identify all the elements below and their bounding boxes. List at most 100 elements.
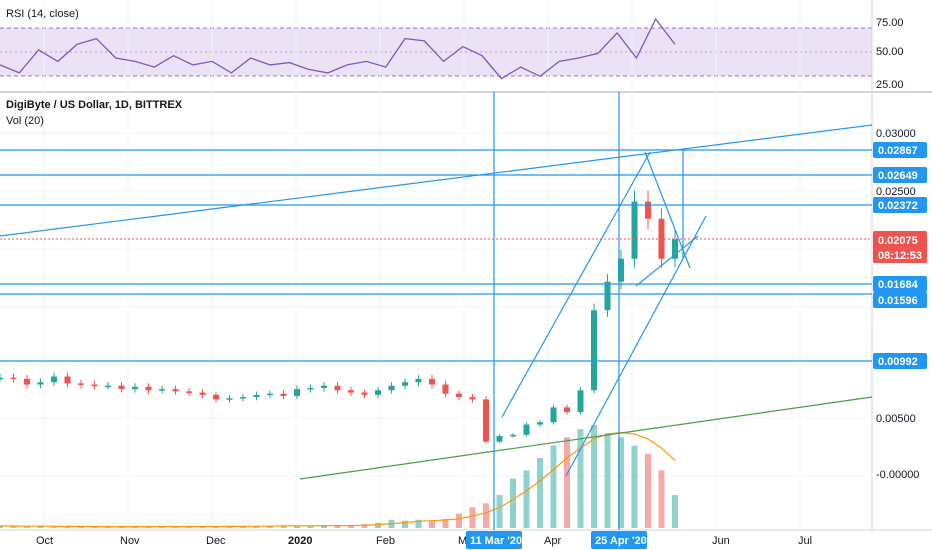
- last-price-tag-bg: [873, 231, 927, 263]
- volume-bar: [483, 503, 489, 528]
- channel-upper-line[interactable]: [501, 151, 651, 418]
- candle-body: [388, 385, 395, 391]
- candle-body: [537, 422, 543, 425]
- volume-bar: [523, 470, 530, 528]
- volume-bar: [361, 523, 368, 528]
- volume-bar: [591, 425, 597, 528]
- candle-body: [645, 201, 651, 219]
- last-price-tag: 0.02075: [878, 235, 918, 247]
- candle-body: [510, 434, 516, 437]
- level-tag-bg: [873, 197, 927, 213]
- main-title: DigiByte / US Dollar, 1D, BITTREX: [6, 99, 183, 111]
- candle-body: [186, 391, 192, 393]
- volume-bar: [321, 525, 327, 528]
- candle-body: [429, 378, 435, 385]
- x-tick: Oct: [36, 535, 53, 547]
- level-tag: 0.00992: [878, 356, 918, 368]
- volume-bar: [645, 453, 651, 528]
- volume-title: Vol (20): [6, 115, 44, 127]
- candle-body: [402, 382, 408, 386]
- x-tick: M: [458, 535, 467, 547]
- volume-bar: [564, 437, 570, 528]
- candle-body: [564, 407, 570, 412]
- candle-body: [375, 390, 381, 395]
- volume-bar: [280, 525, 287, 528]
- volume-bar: [24, 526, 30, 528]
- volume-ma-line: [0, 431, 676, 528]
- candle-body: [307, 387, 314, 390]
- volume-bar: [402, 520, 408, 528]
- level-tag: 0.02372: [878, 200, 918, 212]
- x-tick: 2020: [288, 535, 312, 547]
- candle-body: [591, 310, 597, 391]
- channel-lower-line[interactable]: [565, 215, 707, 477]
- volume-bar: [658, 470, 665, 528]
- grid: [0, 0, 872, 530]
- candle-body: [118, 385, 125, 390]
- level-tag: 0.02649: [878, 170, 918, 182]
- candle-body: [37, 382, 44, 385]
- candle-body: [321, 385, 327, 388]
- volume-bar: [429, 520, 435, 528]
- volume-bar: [294, 525, 300, 528]
- x-tick: Nov: [120, 535, 140, 547]
- candle-body: [550, 407, 557, 423]
- volume-bar: [186, 526, 192, 528]
- volume-bars: [0, 425, 678, 528]
- candle-body: [0, 377, 3, 380]
- candle-body: [91, 384, 98, 387]
- volume-bar: [348, 525, 354, 528]
- candle-body: [415, 378, 422, 383]
- support-trend-line[interactable]: [299, 396, 873, 480]
- x-tick: Jul: [798, 535, 812, 547]
- price-tick-0.03: 0.03000: [876, 128, 916, 140]
- volume-bar: [267, 525, 273, 528]
- x-tick: Apr: [544, 535, 561, 547]
- candle-body: [105, 385, 111, 388]
- volume-bar: [672, 495, 678, 528]
- volume-bar: [0, 525, 3, 528]
- volume-bar: [64, 526, 71, 528]
- volume-bar: [631, 445, 638, 528]
- price-tick-0: -0.00000: [876, 469, 919, 481]
- volume-bar: [469, 507, 476, 528]
- candle-body: [672, 239, 678, 259]
- level-tag-bg: [873, 292, 927, 308]
- candle-body: [172, 389, 179, 392]
- level-tag-bg: [873, 142, 927, 158]
- long-resistance-line[interactable]: [0, 124, 873, 237]
- level-tags: 0.02867 0.02649 0.02372 0.01684 0.01596 …: [873, 142, 927, 369]
- drawings[interactable]: [0, 92, 873, 530]
- volume-bar: [51, 526, 57, 528]
- rsi-tick-25: 25.00: [876, 79, 904, 91]
- volume-bar: [604, 433, 611, 528]
- candle-body: [213, 394, 219, 400]
- candle-body: [618, 258, 624, 282]
- candle-body: [280, 393, 287, 396]
- volume-bar: [172, 526, 179, 528]
- candle-body: [10, 377, 17, 380]
- candle-body: [334, 385, 341, 391]
- date-tag-25-apr: 25 Apr '20: [595, 535, 647, 547]
- candle-body: [631, 201, 638, 259]
- candle-body: [483, 399, 489, 442]
- volume-bar: [375, 522, 381, 528]
- volume-bar: [415, 519, 422, 528]
- level-tag: 0.01684: [878, 279, 919, 291]
- volume-bar: [10, 526, 17, 528]
- candle-body: [51, 376, 57, 383]
- candle-body: [469, 397, 476, 400]
- volume-bar: [240, 526, 246, 528]
- volume-bar: [91, 526, 98, 528]
- candle-body: [496, 435, 503, 442]
- volume-bar: [456, 513, 462, 528]
- flag-lower-line[interactable]: [635, 235, 699, 287]
- volume-bar: [213, 526, 219, 528]
- price-tick-0.025: 0.02500: [876, 186, 916, 198]
- volume-bar: [78, 526, 84, 528]
- volume-bar: [145, 526, 152, 528]
- level-tag-bg: [873, 167, 927, 183]
- volume-bar: [37, 525, 44, 528]
- date-tag-bg: [591, 531, 647, 549]
